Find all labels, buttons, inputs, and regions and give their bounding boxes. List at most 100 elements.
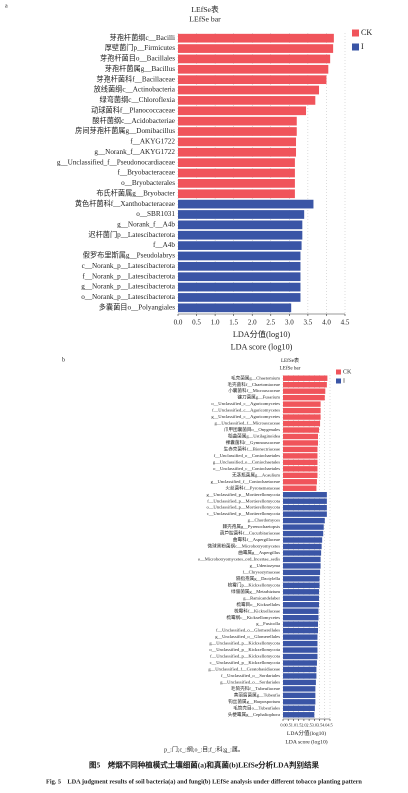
bar <box>283 602 320 608</box>
category-label: g__Udeniozyma <box>250 563 280 568</box>
category-label: 芽孢杆菌属g__Bacillus <box>105 64 175 73</box>
x-tick-label: 2.0 <box>248 319 257 327</box>
bar <box>283 401 321 407</box>
panel-label: a <box>5 3 8 9</box>
bar <box>178 116 297 126</box>
bar <box>283 686 316 692</box>
bar <box>283 634 318 640</box>
bar <box>283 679 316 686</box>
bar <box>178 303 292 313</box>
bar <box>283 647 318 653</box>
bar <box>178 75 327 85</box>
category-label: o__Norank_p__Latescibacterota <box>81 293 176 301</box>
bar <box>178 272 301 282</box>
bar <box>283 589 320 595</box>
category-label: f__Unclassified_p__Kickxellomycota <box>210 654 280 659</box>
x-tick-label: 1.0 <box>211 319 220 327</box>
category-label: o__Unclassified_p__Mortierellomycota <box>207 505 280 510</box>
category-label: 动球菌科f__Planococcaceae <box>91 105 175 114</box>
bar <box>283 472 318 479</box>
bar <box>283 556 321 563</box>
category-label: g__Fusicolla <box>256 621 280 626</box>
bar <box>178 96 316 105</box>
bar <box>178 282 301 292</box>
category-label: 棘壳孢属g__Pyrenochaetopsis <box>223 523 281 530</box>
bar <box>283 375 328 381</box>
bar <box>283 407 321 414</box>
bar <box>283 608 319 614</box>
x-tick-label: 1.5 <box>229 319 238 327</box>
bar <box>178 293 301 302</box>
x-tick-label: 4.5 <box>327 722 332 727</box>
legend-swatch <box>336 378 341 384</box>
category-label: 钩丝菌属g__Harposporium <box>228 698 280 705</box>
category-label: 头梗霉属g__Cephaliophora <box>228 711 280 718</box>
bar <box>283 446 318 453</box>
bar <box>283 530 324 537</box>
bar <box>178 137 297 147</box>
caption-note: p_:门;c_:纲;o_:目;f_:科;g_:属。 <box>164 745 244 753</box>
x-tick-label: 4.5 <box>341 319 350 327</box>
bar <box>283 660 317 666</box>
category-label: g__Unclassified_c__Agaricomycetes <box>211 414 280 419</box>
bar <box>283 414 321 420</box>
category-label: 酸杆菌纲c__Acidobacteriae <box>92 116 175 125</box>
bar <box>178 44 334 53</box>
category-label: 曲霉科f__Aspergillaceae <box>233 536 280 543</box>
bar <box>283 627 318 634</box>
bar <box>283 673 317 679</box>
bar <box>283 712 315 718</box>
category-label: c__Unclassified_p__Mortierellomycota <box>207 511 280 516</box>
category-label: g__Unclassified_f__Pseudonocardiaceae <box>57 158 175 166</box>
bar <box>283 576 320 582</box>
category-label: c__Unclassified_p__Kickxellomycota <box>210 660 280 665</box>
bar <box>178 106 307 116</box>
category-label: f__Unclassified_o__Glomerellales <box>216 628 280 633</box>
x-tick-label: 1.5 <box>296 722 301 727</box>
bar <box>178 261 301 271</box>
category-label: 黄丽腐菌属g__Tubeufia <box>234 691 280 698</box>
category-label: g__Norank_f__AKYG1722 <box>94 148 175 156</box>
bar <box>283 504 327 511</box>
bar <box>178 230 303 240</box>
category-label: 无茎瓶菌属g__Acaulium <box>232 471 280 478</box>
panel-label: b <box>62 357 65 363</box>
x-axis-label: LDA分值(log10) <box>287 729 326 737</box>
bar <box>283 621 318 627</box>
bar <box>283 595 320 601</box>
bar <box>283 485 317 491</box>
bar <box>283 550 322 556</box>
category-label: f__A4b <box>153 241 175 249</box>
category-label: g__Chordomyces <box>248 518 281 523</box>
x-tick-label: 0.5 <box>192 319 201 327</box>
x-axis-label-en: LDA score (log10) <box>285 739 327 746</box>
x-tick-label: 0.0 <box>174 319 183 327</box>
bar <box>178 158 295 167</box>
bar <box>283 459 318 466</box>
bar <box>283 569 321 576</box>
bar <box>178 64 329 74</box>
x-tick-label: 0.0 <box>280 722 285 727</box>
category-label: 绿弯菌纲c__Chloroflexia <box>100 95 176 104</box>
category-label: 小囊菌科f__Microascaceae <box>228 387 280 394</box>
legend-swatch <box>336 369 341 375</box>
category-label: f__Unclassified_o__Sordariales <box>221 673 280 678</box>
category-label: g__Unclassified_o__Coniochaetales <box>213 459 280 464</box>
category-label: g__Unclassified_f__Ceratobasidiaceae <box>208 667 280 672</box>
category-label: g__Unclassified_p__Kickxellomycota <box>209 641 280 646</box>
category-label: 裸囊菌科f__Gymnoascaceae <box>226 439 280 446</box>
bar <box>178 241 302 250</box>
bar <box>178 199 314 209</box>
x-tick-label: 1.0 <box>291 722 296 727</box>
x-tick-label: 2.5 <box>266 319 275 327</box>
chart-subtitle: LEfSe bar <box>189 14 221 23</box>
category-label: 隔指孢属g__Dactylella <box>236 575 280 582</box>
legend-swatch <box>352 43 359 51</box>
category-label: g__Unclassified_f__Coniochaetaceae <box>211 479 280 484</box>
bar <box>283 517 325 524</box>
x-tick-label: 2.5 <box>306 722 311 727</box>
category-label: o__Bryobacterales <box>121 179 175 187</box>
category-label: 梳霉科f__Kickxellaceae <box>234 607 280 614</box>
chart-subtitle: LEfSe bar <box>280 364 301 371</box>
bar <box>283 524 324 530</box>
